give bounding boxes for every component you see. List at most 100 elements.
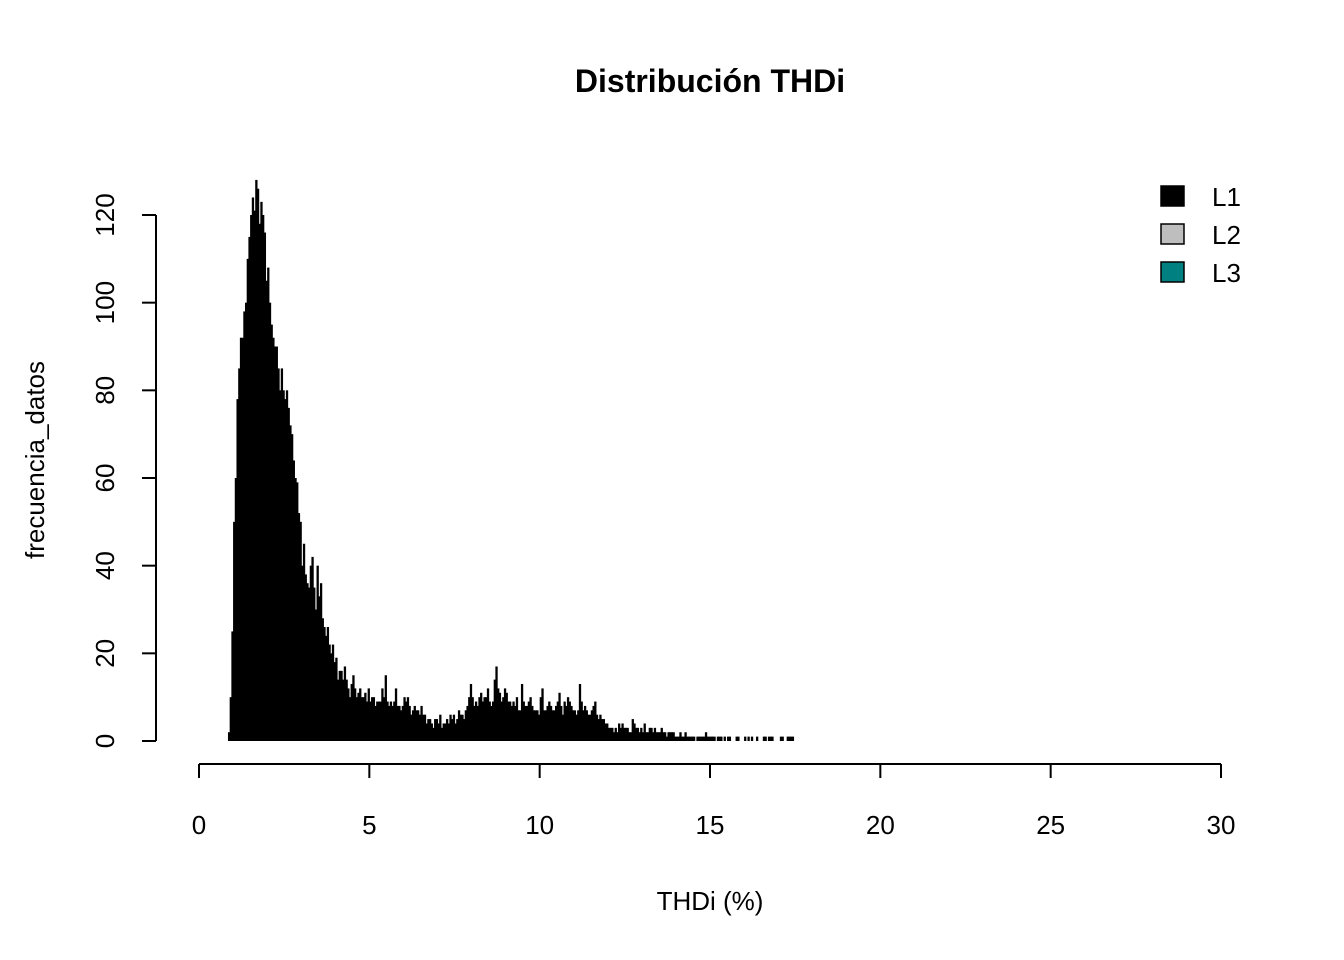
histogram-bar: [691, 736, 694, 741]
histogram-bars: [227, 179, 795, 742]
histogram-bar: [408, 705, 411, 741]
histogram-bar: [570, 705, 573, 741]
histogram-bar: [718, 736, 721, 741]
histogram-bar: [313, 587, 316, 741]
histogram-bar: [546, 705, 549, 741]
histogram-bar: [289, 425, 292, 741]
histogram-bar: [372, 697, 376, 741]
histogram-bar: [323, 627, 326, 741]
histogram-bar: [435, 719, 439, 741]
histogram-bar: [243, 311, 246, 741]
y-tick-label: 40: [90, 551, 120, 580]
histogram-bar: [389, 701, 393, 741]
histogram-bar: [258, 223, 261, 741]
histogram-bar: [728, 736, 732, 741]
histogram-bar: [297, 513, 301, 741]
histogram-bar: [427, 719, 430, 741]
histogram-bar: [652, 732, 655, 741]
histogram-bar: [555, 705, 558, 741]
histogram-bar: [529, 697, 532, 741]
y-tick-label: 120: [90, 193, 120, 236]
histogram-bar: [430, 723, 433, 741]
histogram-bar: [355, 697, 359, 741]
histogram-bar: [326, 627, 330, 741]
histogram-bar: [536, 710, 539, 741]
histogram-bar: [439, 714, 442, 741]
histogram-bar: [343, 666, 347, 741]
histogram-bar: [653, 727, 657, 741]
histogram-bar: [374, 705, 377, 741]
histogram-bar: [302, 543, 306, 741]
histogram-bar: [384, 675, 387, 741]
x-axis-label: THDi (%): [657, 886, 764, 916]
histogram-bar: [675, 736, 679, 741]
histogram-bar: [229, 697, 232, 741]
histogram-bar: [336, 679, 340, 741]
y-axis: 0 20 40 60 80 100 120: [90, 193, 157, 748]
y-tick-label: 20: [90, 639, 120, 668]
histogram-bar: [670, 732, 674, 741]
histogram-bar: [553, 710, 556, 741]
histogram-bar: [704, 732, 708, 741]
histogram-bar: [423, 714, 427, 741]
legend-label: L2: [1212, 220, 1241, 250]
histogram-bar: [713, 736, 716, 741]
histogram-bar: [720, 736, 723, 741]
histogram-bar: [674, 736, 677, 741]
histogram-bar: [454, 723, 457, 741]
histogram-bar: [609, 727, 612, 741]
histogram-bar: [786, 736, 789, 741]
histogram-bar: [290, 434, 294, 741]
histogram-bar: [755, 736, 759, 741]
histogram-bar: [515, 697, 519, 741]
x-tick-label: 20: [866, 810, 895, 840]
histogram-bar: [723, 736, 726, 741]
histogram-bar: [335, 657, 338, 741]
legend-label: L3: [1212, 258, 1241, 288]
histogram-bar: [512, 701, 515, 741]
histogram-bar: [626, 727, 629, 741]
histogram-bar: [737, 736, 740, 741]
histogram-bar: [452, 714, 456, 741]
histogram-bar: [231, 631, 234, 741]
histogram-bar: [480, 692, 483, 741]
histogram-bar: [646, 732, 650, 741]
histogram-bar: [463, 719, 466, 741]
histogram-bar: [273, 346, 277, 741]
histogram-bar: [415, 710, 418, 741]
histogram-bar: [340, 670, 343, 741]
histogram-bar: [711, 736, 714, 741]
histogram-bar: [457, 710, 461, 741]
histogram-bar: [701, 736, 704, 741]
histogram-bar: [398, 705, 401, 741]
histogram-bar: [747, 736, 750, 741]
histogram-bar: [236, 399, 239, 741]
histogram-bar: [735, 736, 738, 741]
histogram-bar: [643, 723, 646, 741]
histogram-bar: [716, 736, 720, 741]
histogram-bar: [345, 679, 348, 741]
histogram-bar: [282, 390, 285, 741]
histogram-bar: [708, 736, 711, 741]
histogram-bar: [614, 727, 617, 741]
histogram-bar: [241, 337, 244, 741]
histogram-bar: [665, 736, 669, 741]
histogram-bar: [459, 714, 462, 741]
histogram-bar: [526, 705, 529, 741]
histogram-bar: [360, 697, 364, 741]
histogram-bar: [294, 478, 297, 741]
histogram-bar: [364, 692, 367, 741]
x-tick-label: 15: [696, 810, 725, 840]
histogram-bar: [350, 684, 353, 741]
histogram-bar: [611, 727, 614, 741]
histogram-bar: [399, 710, 403, 741]
histogram-bar: [227, 732, 231, 741]
histogram-bar: [519, 710, 522, 741]
histogram-bar: [686, 736, 689, 741]
histogram-bar: [568, 701, 571, 741]
histogram-bar: [437, 723, 440, 741]
y-tick-label: 80: [90, 376, 120, 405]
histogram-bar: [309, 565, 313, 741]
histogram-bar: [413, 705, 416, 741]
histogram-bar: [578, 684, 582, 741]
